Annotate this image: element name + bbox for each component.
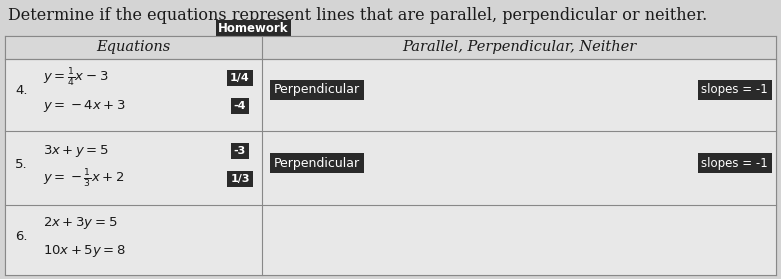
Text: 6.: 6. <box>15 230 27 242</box>
Text: 1/3: 1/3 <box>230 174 250 184</box>
Text: Parallel, Perpendicular, Neither: Parallel, Perpendicular, Neither <box>402 40 637 54</box>
Text: Perpendicular: Perpendicular <box>274 83 360 97</box>
Bar <box>5 59 776 131</box>
Text: $y = \frac{1}{4}x − 3$: $y = \frac{1}{4}x − 3$ <box>43 67 109 89</box>
Text: Homework: Homework <box>218 22 288 35</box>
Bar <box>5 205 776 275</box>
Text: Perpendicular: Perpendicular <box>274 157 360 170</box>
Bar <box>5 36 776 275</box>
Text: $10x + 5y = 8$: $10x + 5y = 8$ <box>43 243 126 259</box>
Text: Determine if the equations represent lines that are parallel, perpendicular or n: Determine if the equations represent lin… <box>8 7 708 24</box>
Text: -3: -3 <box>234 146 246 156</box>
Text: 5.: 5. <box>15 158 27 170</box>
Text: $y = −4x + 3$: $y = −4x + 3$ <box>43 98 126 114</box>
Bar <box>5 131 776 205</box>
Text: slopes = -1: slopes = -1 <box>701 83 768 97</box>
Text: slopes = -1: slopes = -1 <box>701 157 768 170</box>
Text: 1/4: 1/4 <box>230 73 250 83</box>
Bar <box>5 36 776 59</box>
Text: 4.: 4. <box>15 85 27 97</box>
Text: $2x + 3y = 5$: $2x + 3y = 5$ <box>43 215 117 231</box>
Text: -4: -4 <box>234 101 246 111</box>
Text: $y = −\frac{1}{3}x + 2$: $y = −\frac{1}{3}x + 2$ <box>43 168 124 190</box>
Text: $3x + y = 5$: $3x + y = 5$ <box>43 143 109 159</box>
Text: Equations: Equations <box>96 40 170 54</box>
